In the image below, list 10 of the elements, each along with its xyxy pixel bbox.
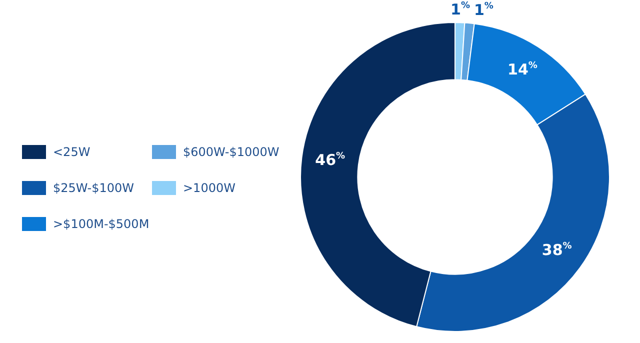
legend-label: >$100M-$500M	[53, 217, 150, 231]
data-label: 1%	[450, 0, 470, 18]
data-label: 14%	[508, 60, 538, 79]
legend-label: >1000W	[183, 181, 236, 195]
data-label: 1%	[474, 1, 494, 20]
data-label: 38%	[542, 240, 572, 259]
legend-label: $600W-$1000W	[183, 145, 280, 159]
legend-label: $25W-$100W	[53, 181, 134, 195]
legend-label: <25W	[53, 145, 90, 159]
data-label: 46%	[315, 151, 346, 170]
